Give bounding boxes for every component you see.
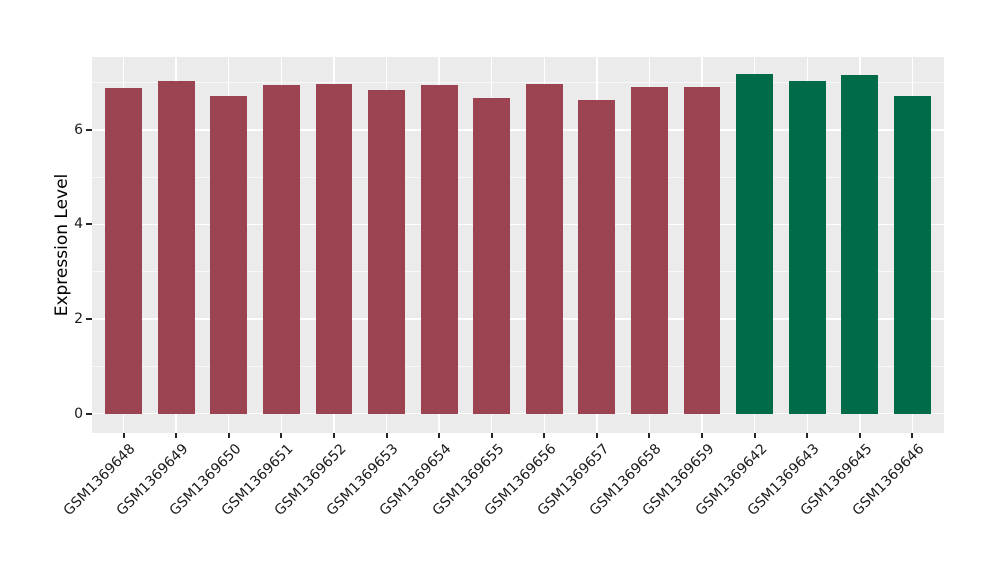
y-tick-label: 4 xyxy=(74,216,83,233)
x-tick-mark xyxy=(858,433,861,438)
bar xyxy=(420,85,458,414)
x-tick-mark xyxy=(543,433,546,438)
x-tick-mark xyxy=(701,433,704,438)
h-gridline-major xyxy=(92,412,944,415)
bar xyxy=(788,80,826,414)
h-gridline-minor xyxy=(92,365,944,367)
x-tick-mark xyxy=(753,433,756,438)
x-tick-mark xyxy=(175,433,178,438)
bar xyxy=(368,90,405,414)
bar xyxy=(631,87,668,414)
x-tick-mark xyxy=(806,433,809,438)
plot-panel xyxy=(92,57,944,433)
x-tick-mark xyxy=(490,433,493,438)
bar xyxy=(105,88,142,414)
bar xyxy=(578,100,616,414)
y-axis-title: Expression Level xyxy=(52,173,72,317)
y-tick-mark xyxy=(86,128,92,131)
bar xyxy=(210,96,248,414)
h-gridline-major xyxy=(92,318,944,320)
y-tick-label: 2 xyxy=(74,311,83,328)
x-tick-mark xyxy=(385,433,388,438)
h-gridline-minor xyxy=(92,176,944,178)
bar xyxy=(736,74,774,414)
bar xyxy=(841,75,879,414)
x-tick-mark xyxy=(911,433,914,438)
h-gridline-minor xyxy=(92,82,944,84)
bar xyxy=(315,83,353,414)
bar xyxy=(525,84,563,414)
bar xyxy=(262,84,300,414)
bar xyxy=(894,96,931,414)
x-tick-mark xyxy=(648,433,651,438)
h-gridline-minor xyxy=(92,271,944,273)
bar xyxy=(683,87,721,414)
x-tick-mark xyxy=(122,433,125,438)
x-tick-mark xyxy=(227,433,230,438)
y-tick-mark xyxy=(86,318,92,321)
y-tick-mark xyxy=(86,223,92,226)
y-tick-mark xyxy=(86,412,92,415)
bar xyxy=(157,81,195,414)
y-tick-label: 6 xyxy=(74,121,83,138)
x-tick-mark xyxy=(280,433,283,438)
h-gridline-major xyxy=(92,223,944,226)
y-tick-label: 0 xyxy=(74,405,83,422)
bar xyxy=(473,97,511,414)
h-gridline-major xyxy=(92,129,944,131)
x-tick-mark xyxy=(595,433,598,438)
x-tick-mark xyxy=(332,433,335,438)
x-tick-mark xyxy=(438,433,441,438)
